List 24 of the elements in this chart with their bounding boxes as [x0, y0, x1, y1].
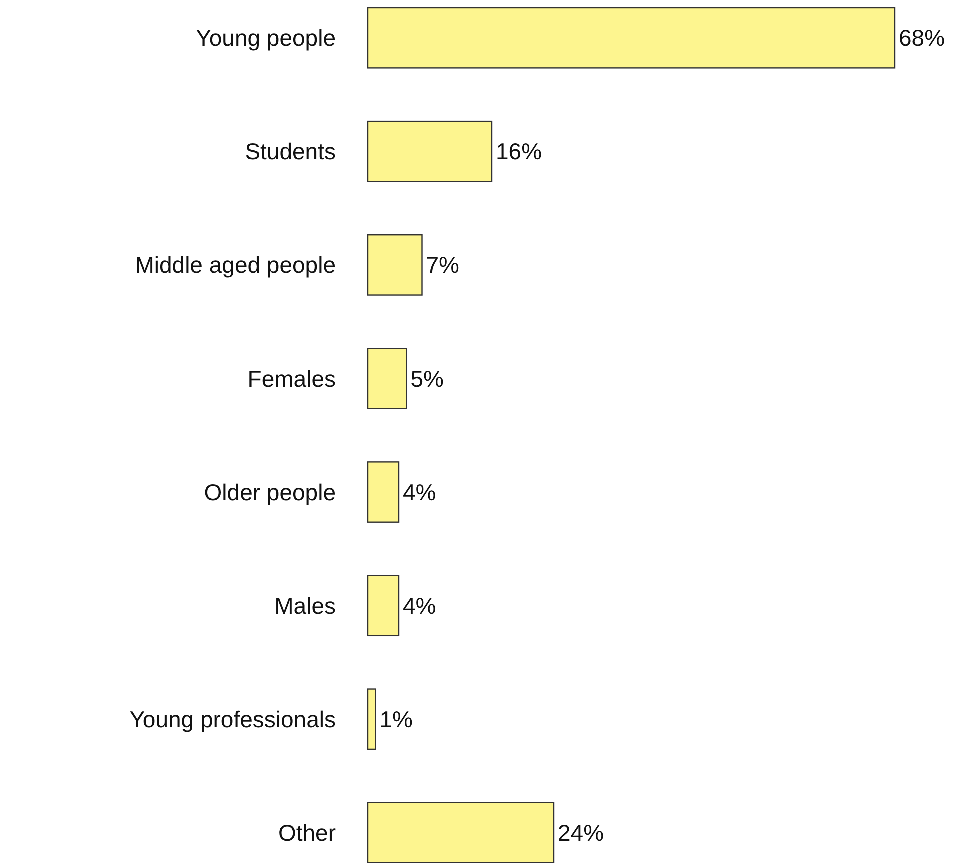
y-tick-label: Females — [248, 366, 336, 392]
bar — [367, 120, 493, 182]
bar — [367, 348, 408, 410]
y-tick-label: Middle aged people — [135, 252, 336, 278]
bar — [367, 7, 896, 69]
y-tick-label: Young people — [196, 25, 336, 52]
data-label: 68% — [899, 25, 946, 52]
data-label: 24% — [558, 820, 604, 846]
y-tick-label: Older people — [204, 479, 336, 506]
data-label: 5% — [410, 366, 444, 392]
data-label: 7% — [426, 252, 460, 278]
bar — [367, 688, 376, 750]
data-label: 16% — [496, 138, 542, 165]
y-tick-label: Students — [245, 138, 336, 165]
y-tick-label: Males — [274, 592, 336, 619]
y-tick-label: Young professionals — [130, 706, 336, 732]
bar — [367, 462, 400, 523]
y-tick-label: Other — [278, 820, 336, 846]
data-label: 4% — [403, 479, 436, 506]
bar — [367, 575, 400, 637]
data-label: 1% — [380, 706, 413, 732]
bar — [367, 802, 555, 863]
bar — [367, 234, 423, 296]
data-label: 4% — [403, 592, 436, 619]
